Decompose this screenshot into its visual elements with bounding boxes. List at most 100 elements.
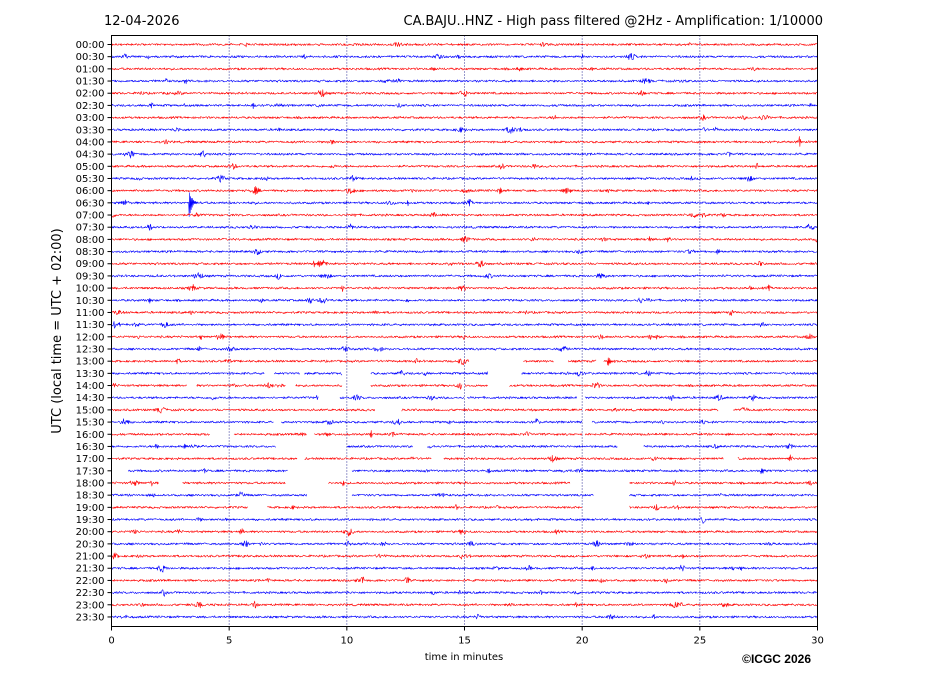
x-tick-label: 25 <box>693 636 706 647</box>
trace-0530 <box>111 174 818 183</box>
trace-1400 <box>111 382 818 390</box>
y-tick-label: 05:00 <box>76 162 105 173</box>
x-tick-label: 30 <box>811 636 824 647</box>
trace-1300 <box>111 357 818 366</box>
y-tick-label: 00:30 <box>76 52 105 63</box>
y-tick-label: 21:30 <box>76 564 105 575</box>
y-tick-label: 18:30 <box>76 491 105 502</box>
trace-2000 <box>111 528 818 537</box>
y-tick-label: 11:00 <box>76 308 105 319</box>
trace-1830 <box>111 491 818 498</box>
x-tick-label: 5 <box>226 636 232 647</box>
y-tick-label: 09:30 <box>76 271 105 282</box>
trace-2100 <box>111 552 818 560</box>
y-tick-label: 07:30 <box>76 223 105 234</box>
trace-2330 <box>111 613 818 620</box>
y-tick-label: 15:30 <box>76 418 105 429</box>
trace-0800 <box>111 235 818 243</box>
y-tick-label: 03:30 <box>76 125 105 136</box>
trace-2130 <box>111 564 818 573</box>
trace-1700 <box>111 454 818 463</box>
y-tick-label: 05:30 <box>76 174 105 185</box>
trace-1330 <box>111 369 818 377</box>
y-tick-label: 13:30 <box>76 369 105 380</box>
y-tick-label: 22:30 <box>76 588 105 599</box>
y-tick-label: 20:00 <box>76 527 105 538</box>
y-tick-label: 06:00 <box>76 186 105 197</box>
trace-0400 <box>111 136 818 147</box>
trace-1600 <box>111 430 818 438</box>
trace-1730 <box>127 468 818 475</box>
x-ticks: 0 5 10 15 20 25 30 <box>108 626 824 647</box>
trace-1100 <box>111 309 818 316</box>
chart-title: CA.BAJU..HNZ - High pass filtered @2Hz -… <box>404 14 824 29</box>
y-tick-label: 16:30 <box>76 442 105 453</box>
y-tick-label: 10:30 <box>76 296 105 307</box>
y-tick-label: 15:00 <box>76 405 105 416</box>
trace-0230 <box>111 102 818 109</box>
trace-1930 <box>111 517 818 524</box>
trace-layer <box>111 41 818 620</box>
y-tick-label: 23:30 <box>76 612 105 623</box>
trace-2230 <box>111 589 818 597</box>
y-tick-label: 02:00 <box>76 89 105 100</box>
trace-0930 <box>111 272 818 280</box>
y-tick-label: 02:30 <box>76 101 105 112</box>
y-tick-label: 16:00 <box>76 430 105 441</box>
trace-1000 <box>111 283 818 292</box>
y-tick-label: 09:00 <box>76 259 105 270</box>
y-tick-label: 01:30 <box>76 77 105 88</box>
trace-0600 <box>111 186 818 195</box>
y-tick-label: 21:00 <box>76 552 105 563</box>
y-tick-label: 03:00 <box>76 113 105 124</box>
y-tick-label: 20:30 <box>76 539 105 550</box>
y-tick-label: 17:00 <box>76 454 105 465</box>
y-tick-label: 08:00 <box>76 235 105 246</box>
y-tick-label: 04:30 <box>76 150 105 161</box>
y-tick-label: 18:00 <box>76 478 105 489</box>
trace-1500 <box>111 407 818 414</box>
y-tick-label: 01:00 <box>76 64 105 75</box>
y-tick-label: 19:00 <box>76 503 105 514</box>
y-tick-label: 12:30 <box>76 345 105 356</box>
trace-1230 <box>111 345 818 352</box>
trace-2030 <box>111 540 818 548</box>
grid-layer <box>228 35 701 627</box>
trace-0130 <box>111 77 818 85</box>
trace-1630 <box>111 443 818 450</box>
trace-1200 <box>111 333 818 340</box>
trace-0500 <box>111 162 818 170</box>
plot-frame <box>111 35 818 627</box>
chart-date: 12-04-2026 <box>104 14 180 29</box>
trace-0900 <box>111 259 818 268</box>
x-axis-label: time in minutes <box>425 652 504 663</box>
trace-2300 <box>111 600 818 609</box>
y-tick-label: 12:00 <box>76 332 105 343</box>
trace-0430 <box>111 150 818 159</box>
trace-0030 <box>111 52 818 61</box>
y-tick-label: 14:00 <box>76 381 105 392</box>
trace-1800 <box>111 479 818 487</box>
y-axis-label: UTC (local time = UTC + 02:00) <box>50 228 65 433</box>
trace-0830 <box>111 248 818 256</box>
trace-0000 <box>111 41 818 48</box>
trace-0330 <box>111 126 818 134</box>
trace-0100 <box>111 66 818 72</box>
trace-0630 <box>111 192 818 217</box>
y-tick-label: 11:30 <box>76 320 105 331</box>
trace-1530 <box>111 418 818 426</box>
y-tick-label: 08:30 <box>76 247 105 258</box>
y-tick-label: 14:30 <box>76 393 105 404</box>
x-tick-label: 10 <box>340 636 353 647</box>
x-tick-label: 15 <box>458 636 471 647</box>
x-tick-label: 0 <box>108 636 114 647</box>
trace-0700 <box>111 212 818 218</box>
y-tick-label: 00:00 <box>76 40 105 51</box>
y-tick-label: 19:30 <box>76 515 105 526</box>
y-tick-label: 04:00 <box>76 137 105 148</box>
y-tick-label: 10:00 <box>76 284 105 295</box>
y-tick-label: 17:30 <box>76 466 105 477</box>
trace-2200 <box>111 576 818 584</box>
